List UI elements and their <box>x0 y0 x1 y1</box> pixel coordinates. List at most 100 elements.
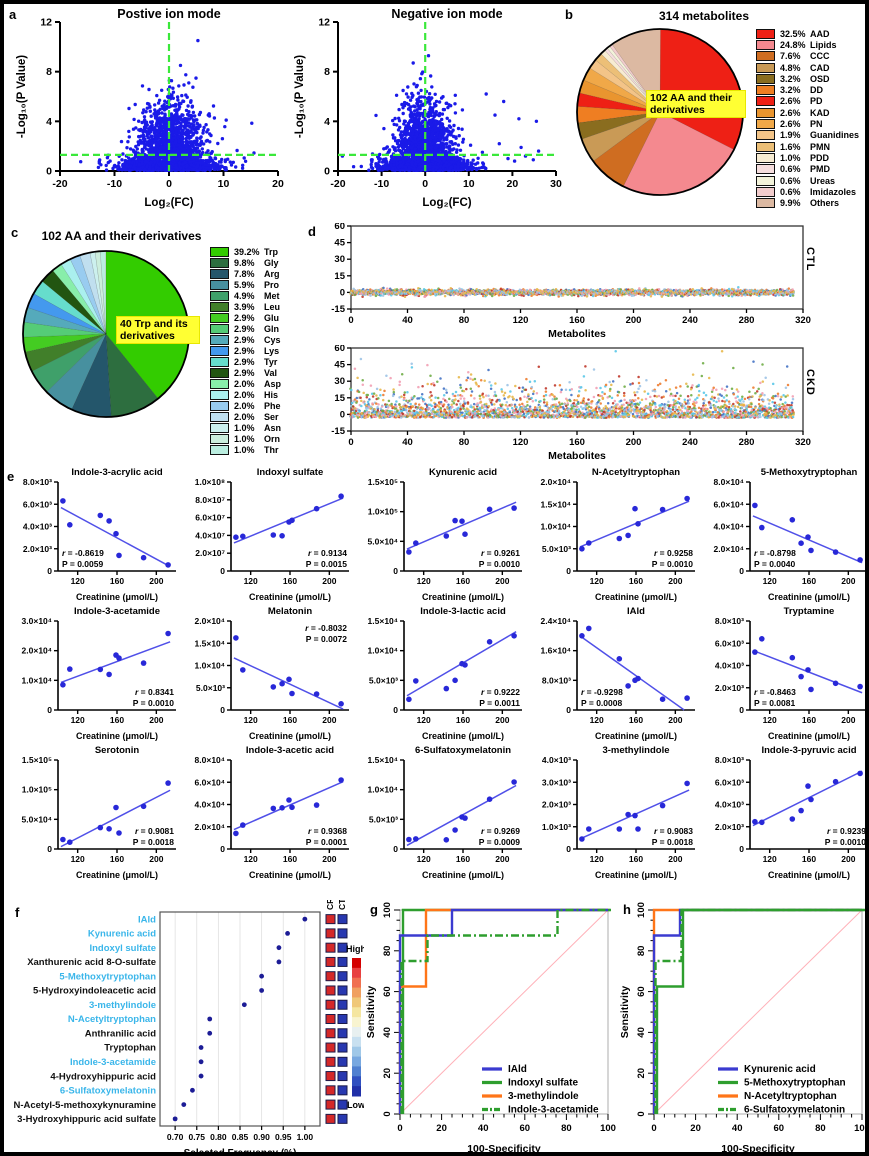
legend-label: 1.0% PDD <box>780 152 830 163</box>
legend-item: 2.9% Tyr <box>210 356 281 367</box>
legend-item: 1.6% PMN <box>756 141 859 152</box>
panel-letter-f: f <box>15 905 20 920</box>
legend-label: 1.6% PMN <box>780 141 830 152</box>
legend-item: 5.9% Pro <box>210 279 281 290</box>
legend-label: 2.6% PD <box>780 96 823 107</box>
legend-swatch <box>756 62 775 73</box>
legend-swatch <box>756 175 775 186</box>
panel-letter-h: h <box>623 902 631 917</box>
legend-swatch <box>210 334 229 345</box>
legend-label: 5.9% Pro <box>234 279 280 290</box>
roc-svg: 002020404060608080100100100-SpecificityS… <box>365 902 616 1152</box>
legend-item: 7.8% Arg <box>210 268 281 279</box>
legend-swatch <box>756 198 775 209</box>
ckd-strip-chart: -15 0 15 30 45 60 0 40 80 120 160 200 240 280 320 Metab… <box>315 343 811 463</box>
legend-item: 1.0% Asn <box>210 423 281 434</box>
legend-item: 1.9% Guanidines <box>756 130 859 141</box>
svg-text:10: 10 <box>463 178 475 190</box>
legend-item: 2.9% Glu <box>210 312 281 323</box>
legend-swatch <box>210 345 229 356</box>
pie-b-overlay-label: 102 AA and their derivatives <box>646 90 746 119</box>
legend-swatch <box>210 434 229 445</box>
pie-c-title: 102 AA and their derivatives <box>41 229 202 243</box>
panel-letter-b: b <box>565 7 573 22</box>
pie-c-legend: 39.2% Trp 9.8% Gly 7.8% Arg 5.9% Pro 4.9% Met 3.9%… <box>210 246 281 456</box>
legend-swatch <box>210 390 229 401</box>
roc-chart-g: 0 0 20 20 40 40 60 60 80 80 100 100 100-Specificity S… <box>364 900 616 1152</box>
pie-c-overlay-label: 40 Trp and its derivatives <box>116 316 200 345</box>
roc-series <box>654 908 864 1114</box>
legend-item: 24.8% Lipids <box>756 39 859 50</box>
legend-swatch <box>756 164 775 175</box>
svg-text:-Log₁₀(P Value): -Log₁₀(P Value) <box>16 55 28 138</box>
svg-text:4: 4 <box>324 116 330 128</box>
legend-label: 1.0% Orn <box>234 434 281 445</box>
svg-text:0: 0 <box>324 166 330 178</box>
strip-points <box>349 285 795 299</box>
svg-text:-10: -10 <box>374 178 389 190</box>
legend-item: 2.0% Ser <box>210 412 281 423</box>
legend-label: 3.2% DD <box>780 85 823 96</box>
strip-points <box>349 350 795 419</box>
corr-chart-5-methoxytryptophan: 5-Methoxytryptophan 120 160 200 0 2.0×10⁴ 4.0×… <box>704 466 865 603</box>
ctl-strip-chart: -15 0 15 30 45 60 0 40 80 120 160 200 240 280 320 Metab… <box>315 221 811 341</box>
legend-item: 1.0% PDD <box>756 152 859 163</box>
legend-swatch <box>756 141 775 152</box>
svg-text:Negative ion mode: Negative ion mode <box>391 7 502 21</box>
svg-text:Log₂(FC): Log₂(FC) <box>422 197 471 209</box>
ckd-side-label: CKD <box>804 369 816 396</box>
legend-item: 1.0% Thr <box>210 445 281 456</box>
legend-swatch <box>756 73 775 84</box>
legend-label: 4.8% CAD <box>780 62 830 73</box>
legend-label: 24.8% Lipids <box>780 39 837 50</box>
legend-label: 2.6% KAD <box>780 107 830 118</box>
legend-item: 39.2% Trp <box>210 246 281 257</box>
legend-swatch <box>756 85 775 96</box>
corr-chart-indole-3-acetamide: Indole-3-acetamide 120 160 200 0 1.0×10⁴ 2.0×1… <box>12 605 182 742</box>
legend-item: 2.6% PD <box>756 96 859 107</box>
panel-letter-c: c <box>11 225 19 240</box>
corr-chart-indole-3-acrylic-acid: Indole-3-acrylic acid 120 160 200 0 2.0×10³ 4.… <box>12 466 182 603</box>
legend-label: 0.6% PMD <box>780 164 830 175</box>
legend-label: 2.9% Val <box>234 368 278 379</box>
legend-item: 3.2% OSD <box>756 73 859 84</box>
svg-text:12: 12 <box>318 17 330 29</box>
volcano-negative-chart: Negative ion mode -20 -10 0 10 20 30 0 4 8 12 Log₂(… <box>292 6 564 211</box>
corr-chart-tryptamine: Tryptamine 120 160 200 0 2.0×10³ 4.0×10³ 6.0×10… <box>704 605 865 742</box>
legend-label: 2.9% Gln <box>234 323 279 334</box>
roc-chart-h: 0 0 20 20 40 40 60 60 80 80 100 100 100-Specificity S… <box>618 900 865 1152</box>
volcano-positive-chart: Postive ion mode -20 -10 0 10 20 0 4 8 12 Log₂(FC)… <box>14 6 286 211</box>
svg-text:8: 8 <box>46 66 52 78</box>
legend-swatch <box>210 323 229 334</box>
corr-chart-iald: IAld 120 160 200 0 8.0×10³ 1.6×10⁴ 2.4×10⁴ Creat… <box>531 605 701 742</box>
legend-label: 1.0% Asn <box>234 423 282 434</box>
svg-text:-20: -20 <box>330 178 345 190</box>
legend-swatch <box>756 51 775 62</box>
legend-item: 2.9% Lys <box>210 345 281 356</box>
legend-swatch <box>756 96 775 107</box>
selected-frequency-dotplot: IAld Kynurenic acid Indoxyl sulfate Xanthur… <box>10 893 366 1152</box>
legend-label: 2.0% Asp <box>234 379 282 390</box>
corr-chart-indole-3-pyruvic-acid: Indole-3-pyruvic acid 120 160 200 0 2.0×10³ 4.… <box>704 744 865 881</box>
legend-item: 0.6% Imidazoles <box>756 186 859 197</box>
ctl-side-label: CTL <box>804 247 816 272</box>
legend-swatch <box>756 107 775 118</box>
pie-b-title: 314 metabolites <box>658 9 750 23</box>
legend-item: 4.8% CAD <box>756 62 859 73</box>
volcano-svg: Negative ion mode -20 -10 0 10 20 30 0 4 8 12 Log₂(… <box>294 7 562 209</box>
legend-swatch <box>210 268 229 279</box>
legend-item: 0.6% Ureas <box>756 175 859 186</box>
svg-text:20: 20 <box>272 178 284 190</box>
